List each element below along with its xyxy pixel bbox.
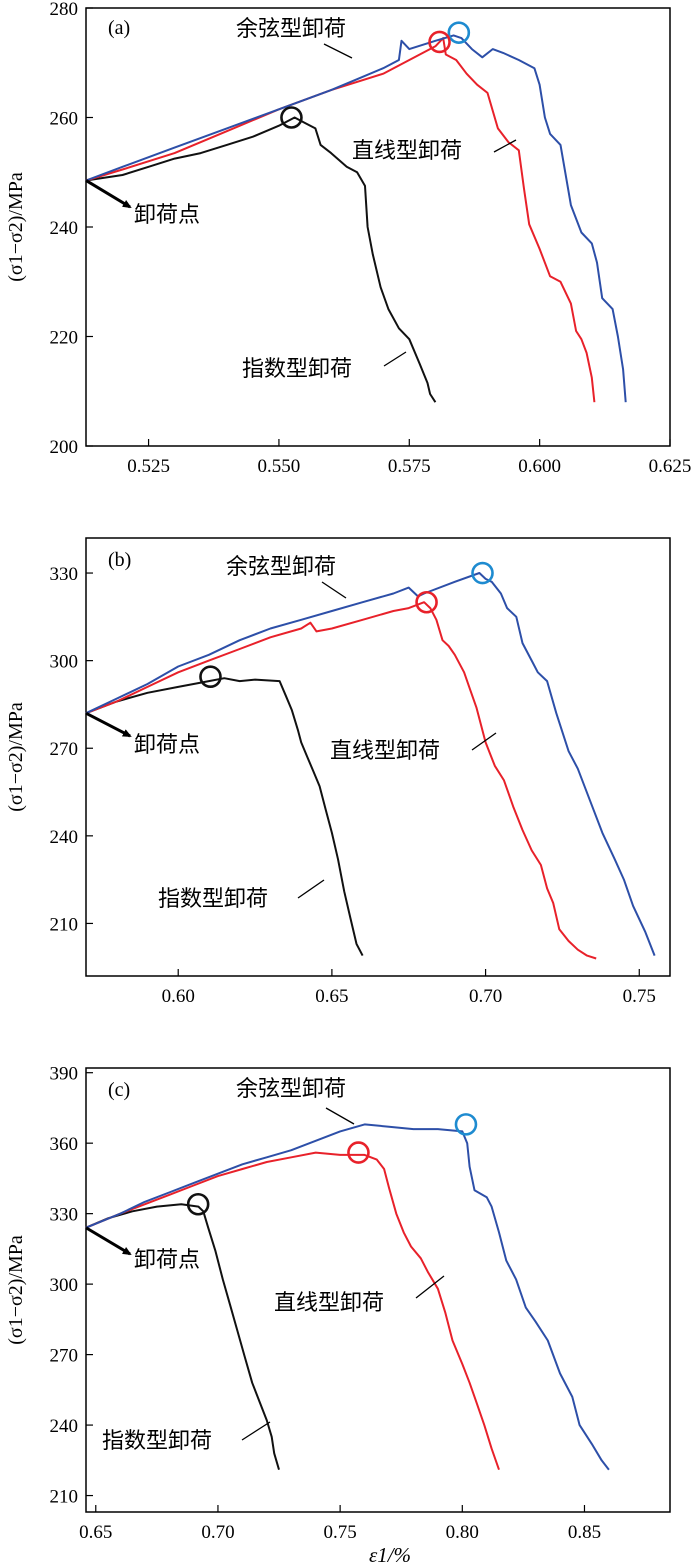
y-tick-label: 270 [50,1346,79,1367]
peak-marker-exponential [280,106,303,129]
y-tick-label: 390 [50,1064,79,1085]
annotation-leader-cosine [323,43,353,59]
peak-marker-cosine [471,561,494,585]
series-line-exponential [85,116,437,403]
chart-panel-2: 0.60 0.65 0.70 0.75 210 240 270 300 330 (σ1−σ2)/M… [5,537,671,1007]
chart-panel-3: 0.65 0.70 0.75 0.80 0.85 210 240 270 300 330 360 39… [5,1064,671,1567]
chart-panel-1: 0.525 0.550 0.575 0.600 0.625 200 220 240 260 280… [5,0,691,477]
x-tick-label: 0.65 [79,1522,112,1543]
x-tick-label: 0.550 [258,456,301,477]
x-tick-label: 0.75 [324,1522,357,1543]
x-axis-label: ε1/% [369,1543,411,1567]
peak-marker-linear [428,30,451,54]
peak-marker-linear [415,590,438,614]
plot-frame [85,1067,671,1513]
annotation-label-linear: 直线型卸荷 [352,139,462,164]
y-tick-label: 280 [50,0,79,20]
unloading-point-arrow [85,179,132,209]
x-tick-label: 0.80 [446,1522,479,1543]
x-tick-label: 0.75 [623,986,656,1007]
annotation-leader-linear [471,732,497,751]
x-tick-label: 0.60 [162,986,195,1007]
y-tick-label: 270 [50,739,79,760]
y-tick-label: 240 [50,827,79,848]
series-line-cosine [85,34,627,403]
y-tick-label: 360 [50,1134,79,1155]
series-line-cosine [85,1123,610,1471]
y-tick-label: 300 [50,652,79,673]
y-axis-label: (σ1−σ2)/MPa [5,702,27,812]
x-tick-label: 0.70 [201,1522,234,1543]
annotation-leader-exponential [297,879,325,899]
series-line-cosine [85,572,656,956]
x-tick-label: 0.575 [388,456,431,477]
annotation-label-cosine: 余弦型卸荷 [226,555,336,580]
annotation-label-exponential: 指数型卸荷 [158,887,268,912]
peak-marker-cosine [447,21,471,44]
unloading-point-arrow [85,711,132,738]
panel-label: (a) [108,17,130,39]
series-line-linear [85,601,597,960]
series-line-exponential [85,1203,280,1470]
unloading-point-arrow [85,1226,132,1256]
peak-marker-exponential [199,665,222,689]
y-tick-label: 260 [50,109,79,130]
series-line-exponential [85,677,364,957]
y-axis-label: (σ1−σ2)/MPa [5,1235,27,1345]
y-tick-label: 210 [50,914,79,935]
y-tick-label: 330 [50,1205,79,1226]
peak-marker-linear [347,1141,370,1164]
annotation-leader-cosine [321,581,347,599]
annotation-leader-cosine [325,1107,355,1125]
y-tick-label: 300 [50,1275,79,1296]
annotation-leader-exponential [383,351,407,367]
y-axis-label: (σ1−σ2)/MPa [5,172,27,282]
unloading-point-label: 卸荷点 [134,733,200,758]
annotation-label-cosine: 余弦型卸荷 [236,1077,346,1102]
x-tick-label: 0.70 [469,986,502,1007]
y-tick-label: 200 [50,437,79,458]
x-tick-label: 0.65 [315,986,348,1007]
y-tick-label: 220 [50,328,79,349]
annotation-label-exponential: 指数型卸荷 [242,357,352,382]
panel-label: (b) [108,549,131,571]
y-tick-label: 240 [50,1416,79,1437]
annotation-label-exponential: 指数型卸荷 [102,1429,212,1454]
annotation-label-linear: 直线型卸荷 [274,1291,384,1316]
panel-label: (c) [108,1079,130,1101]
peak-marker-cosine [454,1113,478,1136]
annotation-leader-linear [493,139,517,153]
annotation-leader-exponential [241,1421,271,1441]
annotation-label-cosine: 余弦型卸荷 [236,17,346,42]
plot-frame [85,537,671,977]
x-tick-label: 0.625 [649,456,692,477]
y-tick-label: 210 [50,1487,79,1508]
x-tick-label: 0.525 [127,456,170,477]
series-line-linear [85,1151,500,1471]
unloading-point-label: 卸荷点 [134,1248,200,1273]
annotation-leader-linear [415,1275,445,1299]
x-tick-label: 0.85 [568,1522,601,1543]
annotation-label-linear: 直线型卸荷 [330,739,440,764]
x-tick-label: 0.600 [518,456,561,477]
y-tick-label: 240 [50,218,79,239]
y-tick-label: 330 [50,564,79,585]
unloading-point-label: 卸荷点 [134,203,200,228]
peak-marker-exponential [186,1192,210,1216]
